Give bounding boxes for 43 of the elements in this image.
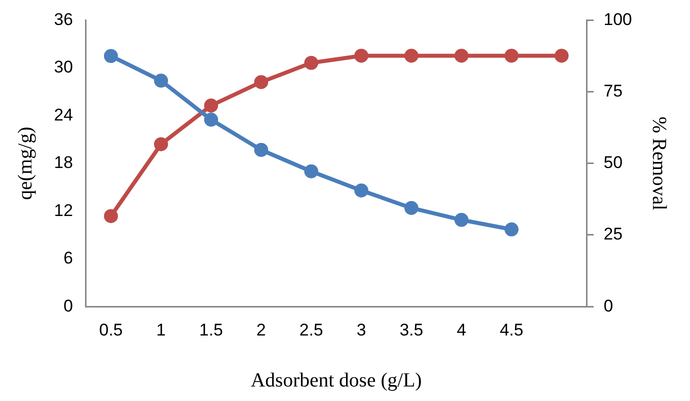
- point: [454, 48, 468, 63]
- x-tick-label: 4.5: [500, 320, 524, 340]
- point: [254, 142, 268, 157]
- y2-tick-label: 75: [604, 81, 623, 100]
- y2-tick-label: 100: [604, 10, 632, 29]
- x-tick-label: 1: [156, 320, 166, 340]
- x-tick-label: 3: [356, 320, 366, 340]
- point: [404, 200, 418, 215]
- point: [104, 49, 118, 63]
- point: [404, 48, 418, 63]
- x-tick-label: 0.5: [99, 320, 123, 340]
- y2-tick-label: 25: [604, 224, 623, 244]
- point: [304, 56, 318, 70]
- y2-tick-label: 50: [604, 153, 623, 172]
- point: [104, 209, 118, 224]
- x-tick-label: 2: [256, 320, 266, 340]
- point: [254, 75, 268, 90]
- y-axis-title: qe(mg/g): [14, 126, 36, 200]
- x-tick-label: 3.5: [400, 320, 424, 340]
- point: [504, 222, 519, 236]
- y-tick-label: 36: [54, 10, 73, 29]
- y2-tick-label: 0: [604, 296, 614, 316]
- x-axis-title: Adsorbent dose (g/L): [250, 369, 422, 392]
- x-tick-label: 2.5: [299, 320, 324, 340]
- y-tick-label: 0: [63, 296, 73, 316]
- point: [354, 48, 368, 63]
- y-tick-label: 12: [54, 200, 73, 220]
- y2-axis-title: % Removal: [648, 116, 670, 211]
- x-tick-label: 1.5: [199, 320, 223, 340]
- y-tick-label: 6: [63, 248, 73, 268]
- point: [504, 48, 519, 63]
- y-tick-label: 24: [54, 105, 73, 124]
- y-tick-label: 30: [54, 58, 73, 77]
- y-tick-label: 18: [54, 153, 73, 172]
- point: [204, 112, 218, 127]
- point: [204, 98, 218, 113]
- point: [304, 164, 318, 178]
- point: [154, 74, 168, 88]
- point: [554, 48, 569, 63]
- point: [354, 183, 368, 198]
- point: [154, 137, 168, 152]
- point: [454, 212, 468, 227]
- x-tick-label: 4: [456, 320, 466, 340]
